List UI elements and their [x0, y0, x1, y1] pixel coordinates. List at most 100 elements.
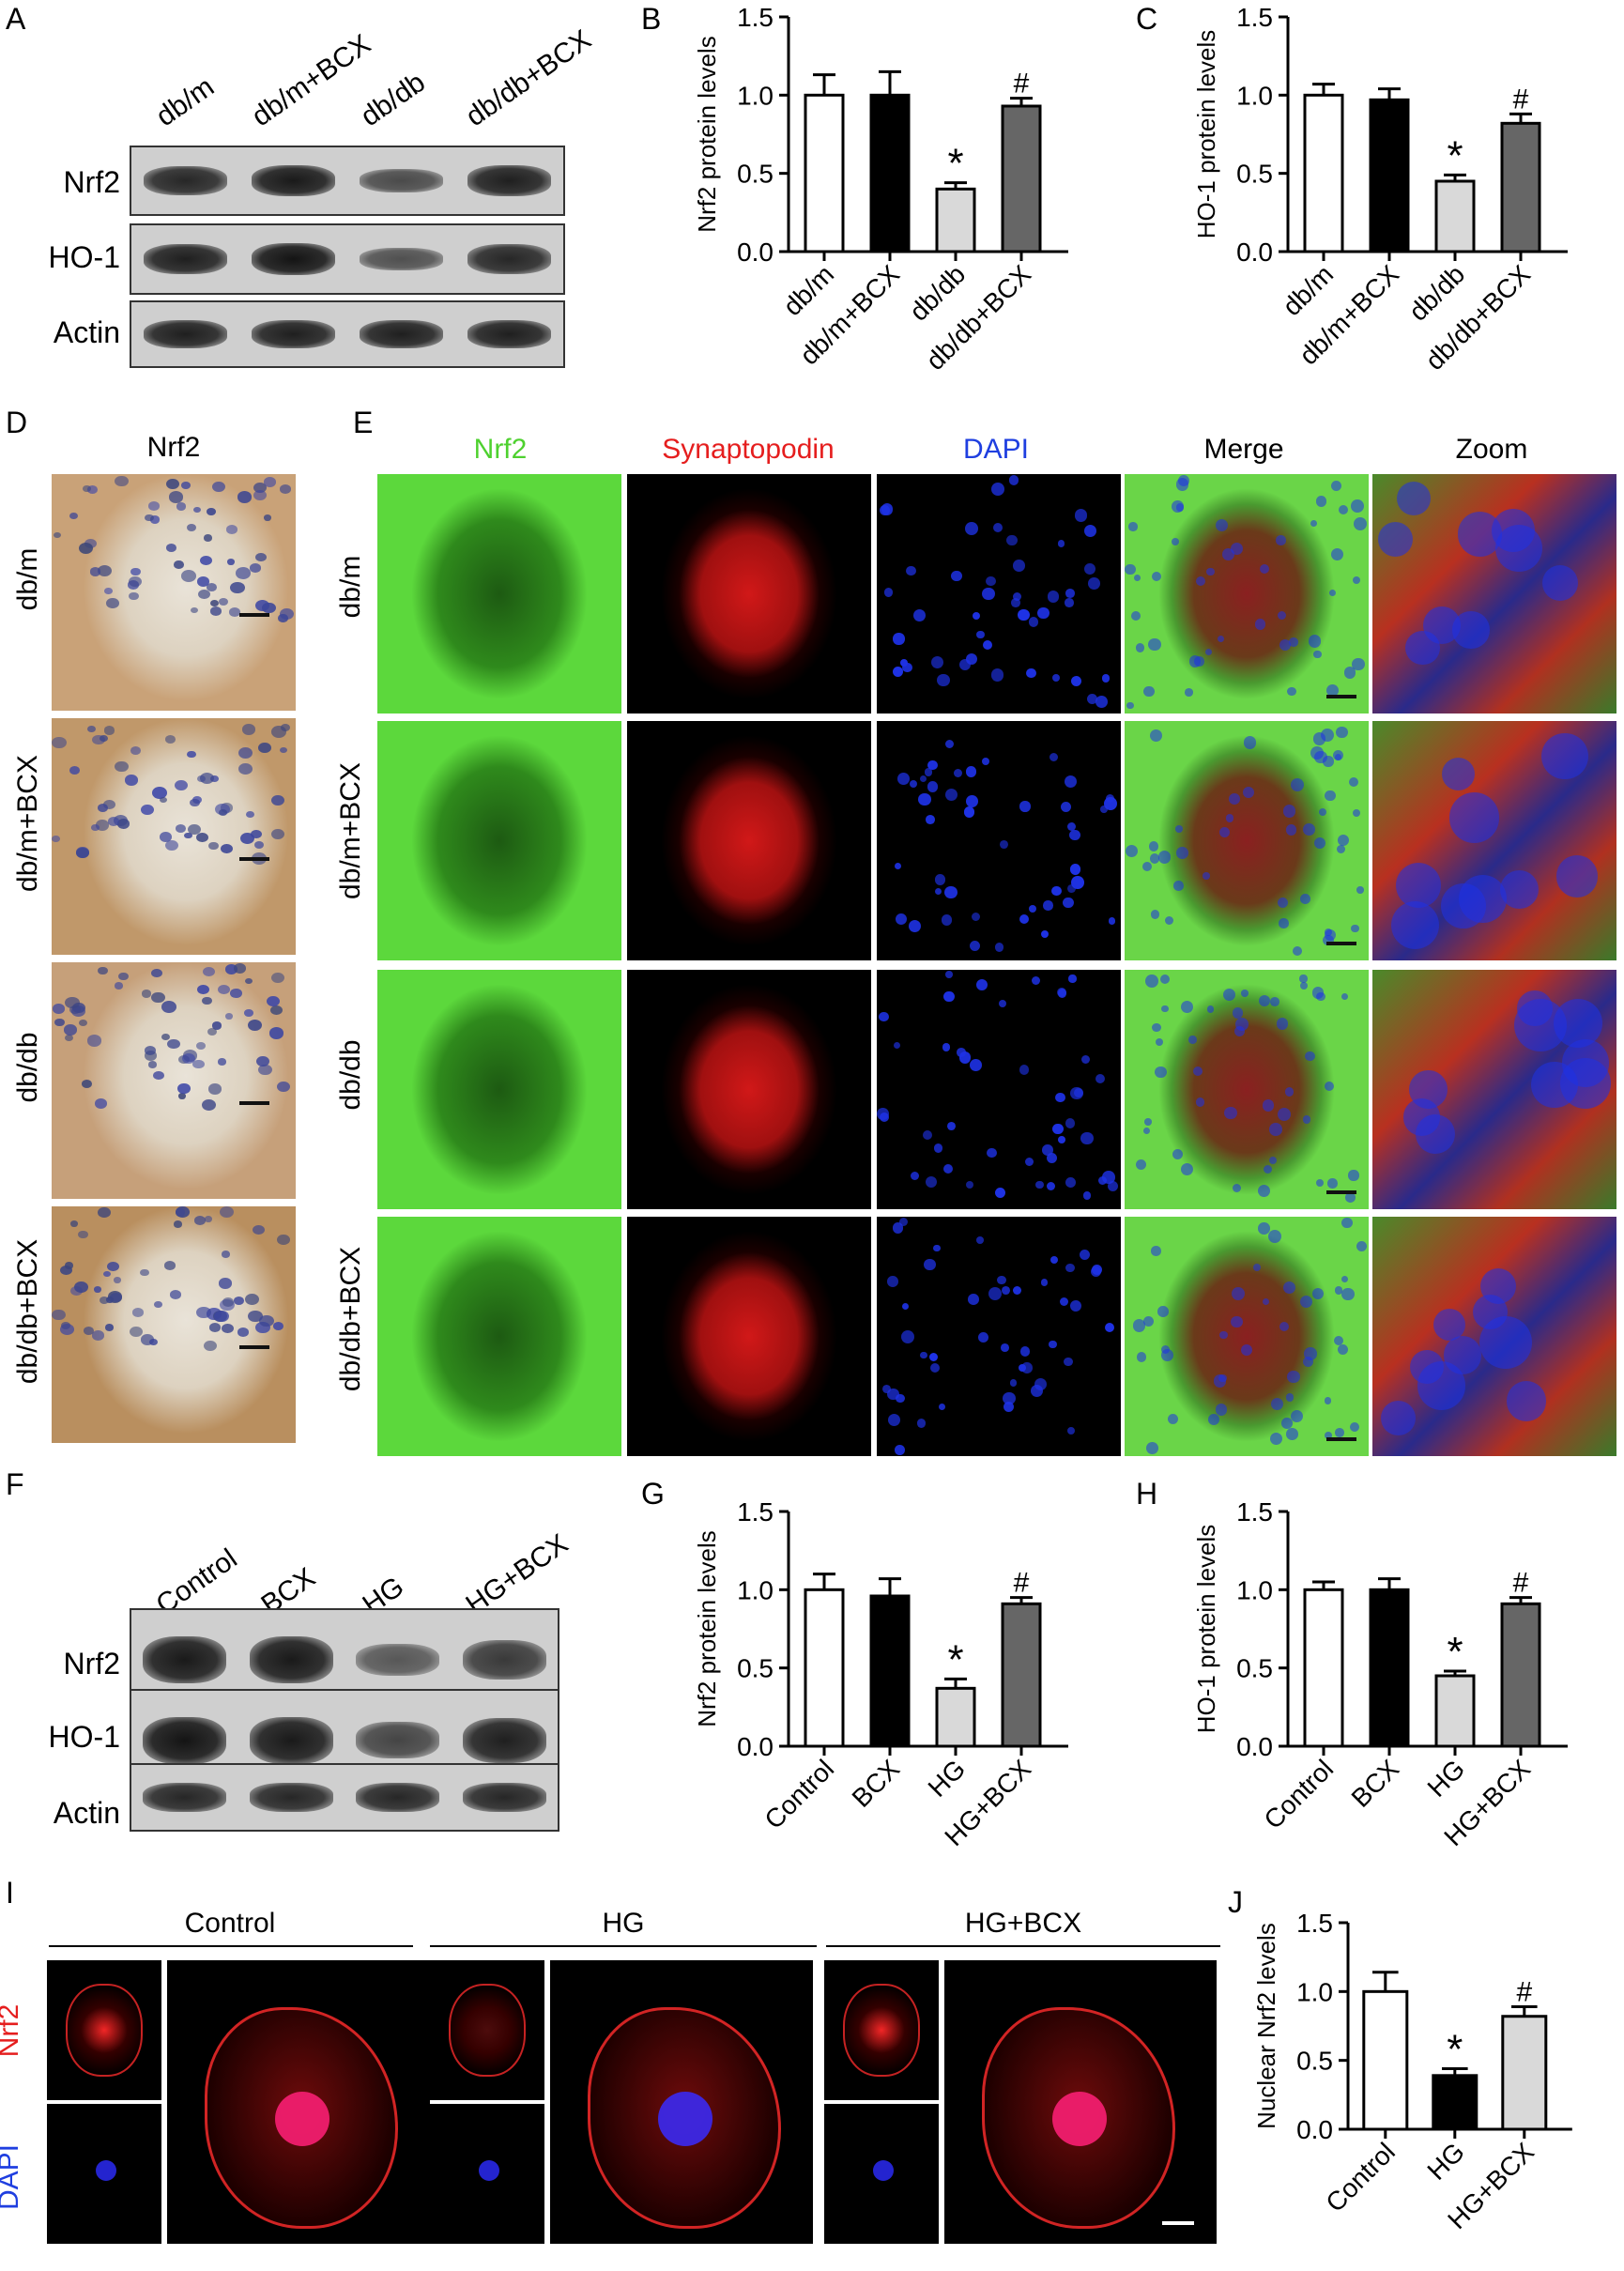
- nucleus: [238, 762, 253, 775]
- blot-band: [462, 1718, 546, 1763]
- nucleus: [932, 1244, 941, 1252]
- nucleus: [278, 614, 288, 622]
- nucleus: [107, 1262, 119, 1272]
- ihc-title: Nrf2: [146, 432, 201, 463]
- western-blot-f: Control BCX HG HG+BCX Nrf2 HO-1 Actin: [0, 1465, 582, 1840]
- nucleus: [1207, 1413, 1219, 1425]
- nucleus: [1377, 521, 1414, 558]
- nucleus: [928, 1353, 938, 1362]
- nucleus: [204, 1340, 218, 1352]
- nucleus: [1006, 534, 1018, 546]
- nucleus: [207, 583, 218, 592]
- nucleus: [1243, 736, 1257, 749]
- bar: [869, 1594, 911, 1748]
- nucleus: [999, 999, 1007, 1007]
- nucleus: [207, 1083, 222, 1095]
- nucleus: [1218, 1373, 1227, 1383]
- nucleus: [1262, 1297, 1269, 1306]
- bar: [1434, 1674, 1476, 1748]
- nucleus: [263, 477, 276, 487]
- bar: [935, 187, 976, 253]
- y-axis-label: HO-1 protein levels: [1192, 30, 1220, 239]
- nucleus: [1345, 1191, 1356, 1203]
- nucleus: [1354, 517, 1368, 531]
- nucleus: [1068, 974, 1077, 983]
- scale-bar: [239, 1101, 269, 1105]
- nucleus: [167, 1038, 180, 1049]
- nucleus: [930, 1363, 941, 1373]
- ihc-row-label: db/m+BCX: [12, 755, 43, 892]
- y-tick-label: 0.5: [737, 160, 774, 189]
- nucleus: [70, 1220, 79, 1227]
- blot-band: [143, 243, 228, 275]
- nucleus: [253, 482, 267, 493]
- panel-letter-c: C: [1136, 2, 1158, 36]
- nucleus: [59, 1265, 72, 1276]
- nucleus: [54, 1018, 66, 1027]
- cell-group-label: HG: [602, 1908, 645, 1939]
- nucleus: [103, 1270, 112, 1278]
- blot-band: [143, 319, 228, 349]
- nucleus: [237, 491, 253, 503]
- nucleus: [1258, 995, 1270, 1007]
- nucleus: [1279, 638, 1292, 651]
- nucleus: [1070, 864, 1081, 875]
- significance-mark: *: [1447, 1629, 1463, 1675]
- nucleus: [96, 2160, 116, 2181]
- nucleus: [1109, 917, 1116, 925]
- nucleus: [883, 588, 894, 597]
- nucleus: [936, 673, 950, 687]
- ihc-row-label: db/m: [12, 547, 43, 611]
- nucleus: [919, 775, 927, 782]
- nucleus: [1232, 1007, 1244, 1019]
- nucleus: [926, 815, 935, 825]
- nucleus: [74, 1281, 88, 1294]
- nucleus: [219, 598, 229, 606]
- if-image: [1125, 474, 1369, 714]
- nucleus: [1081, 1054, 1091, 1064]
- nucleus: [98, 966, 109, 975]
- nucleus: [154, 1301, 162, 1308]
- nucleus: [1070, 1086, 1083, 1100]
- nucleus: [1277, 898, 1288, 909]
- nucleus: [1226, 814, 1234, 822]
- nucleus: [1269, 1156, 1278, 1164]
- nucleus: [1341, 1287, 1355, 1300]
- if-image: [877, 474, 1121, 714]
- blot-strip-actin: [130, 1763, 559, 1832]
- nucleus: [1180, 1162, 1193, 1175]
- nucleus: [153, 1070, 165, 1081]
- nucleus: [63, 1024, 78, 1036]
- nucleus: [233, 963, 247, 974]
- nucleus: [75, 847, 90, 859]
- nucleus: [1457, 511, 1503, 557]
- nrf2-signal: [66, 1984, 143, 2077]
- nucleus: [202, 996, 213, 1005]
- bar: [804, 93, 845, 253]
- nucleus: [965, 522, 979, 535]
- nucleus: [256, 1056, 269, 1067]
- dapi-channel-image: [824, 2104, 939, 2244]
- nucleus: [1302, 1115, 1311, 1124]
- blot-band: [462, 1783, 546, 1812]
- nucleus: [175, 780, 188, 791]
- nucleus: [1219, 1330, 1228, 1340]
- nucleus: [245, 1293, 260, 1305]
- blot-band: [359, 319, 444, 349]
- nucleus: [1026, 667, 1036, 679]
- nucleus: [1131, 611, 1141, 621]
- nucleus: [1065, 598, 1074, 607]
- nucleus: [104, 588, 113, 594]
- nucleus: [1335, 1428, 1344, 1437]
- nucleus: [1151, 1022, 1161, 1033]
- nucleus: [1172, 1148, 1184, 1160]
- nucleus: [1218, 826, 1231, 838]
- nucleus: [149, 515, 161, 524]
- nucleus: [145, 514, 154, 521]
- nucleus: [270, 972, 284, 984]
- nucleus: [1441, 883, 1486, 928]
- nucleus: [97, 804, 109, 813]
- if-image: [627, 970, 871, 1209]
- bar: [1369, 1588, 1410, 1748]
- blot-row-label: HO-1: [48, 1720, 120, 1754]
